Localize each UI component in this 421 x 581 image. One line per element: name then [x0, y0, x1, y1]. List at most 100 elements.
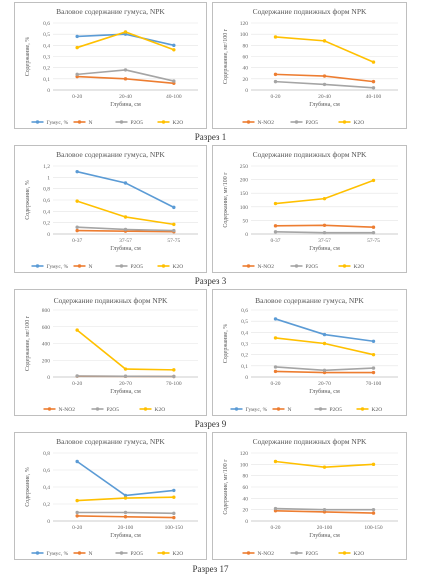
- y-tick-label: 0,3: [241, 342, 248, 348]
- data-point: [172, 205, 176, 210]
- x-tick-label: 100-150: [165, 525, 184, 531]
- data-point: [75, 374, 79, 378]
- data-point: [123, 374, 128, 378]
- data-point: [123, 30, 128, 34]
- x-axis-title: Глубина, см: [110, 388, 141, 395]
- chart-svg: 0 50 100 150 200 250 0-37 37-57 57-75 Глубина, см…: [223, 164, 398, 270]
- x-tick-label: 0-20: [270, 94, 280, 100]
- y-tick-label: 0,6: [43, 21, 50, 27]
- chart-title: Валовое содержание гумуса, NPK: [56, 437, 165, 446]
- legend-label: K2O: [372, 407, 383, 413]
- series-line: [76, 460, 174, 497]
- data-point: [123, 77, 128, 81]
- data-point: [273, 79, 278, 84]
- legend-label: N-NO2: [258, 120, 275, 126]
- legend-label: K2O: [354, 551, 365, 557]
- y-tick-label: 250: [240, 164, 249, 170]
- y-tick-label: 40: [243, 496, 249, 502]
- data-point: [75, 169, 79, 174]
- chart-panel-3: Валовое содержание гумуса, NPK 0 0,2 0,4 0,…: [14, 145, 207, 273]
- data-point: [75, 459, 79, 464]
- section-label-2: Разрез 3: [194, 276, 227, 286]
- x-tick-label: 0-37: [72, 238, 82, 244]
- y-tick-label: 0: [47, 519, 50, 525]
- y-tick-label: 0: [245, 375, 248, 381]
- data-point: [273, 201, 278, 206]
- legend-marker: [234, 407, 239, 411]
- x-tick-label: 20-70: [119, 381, 132, 387]
- legend-label: P2O5: [306, 264, 319, 270]
- chart-panel-1: Валовое содержание гумуса, NPK 0 0,1 0,2 0,…: [14, 2, 207, 129]
- legend-marker: [318, 407, 323, 411]
- data-point: [172, 228, 176, 233]
- chart-panel-5: Содержание подвижных форм NPK 0 200 400 600…: [14, 289, 207, 416]
- data-point: [123, 367, 128, 371]
- data-point: [371, 370, 376, 375]
- data-point: [322, 82, 327, 87]
- legend-label: P2O5: [330, 407, 343, 413]
- legend-marker: [360, 407, 365, 411]
- legend-label: K2O: [354, 120, 365, 126]
- data-point: [75, 199, 79, 203]
- legend-label: K2O: [354, 264, 365, 270]
- legend-marker: [35, 551, 40, 555]
- y-axis-title: Содержание, %: [25, 180, 31, 219]
- y-axis-title: Содержание, мг/100 г: [223, 28, 229, 84]
- data-point: [172, 515, 176, 520]
- section-label-3: Разрез 9: [194, 419, 227, 429]
- y-axis-title: Содержание, мг/100 г: [223, 172, 229, 228]
- chart-panel-2: Содержание подвижных форм NPK 0 20 40 60 80 1…: [212, 2, 407, 129]
- legend-marker: [342, 264, 347, 268]
- data-point: [123, 496, 128, 500]
- y-tick-label: 20: [243, 77, 249, 83]
- legend-label: N-NO2: [59, 407, 76, 413]
- y-tick-label: 0: [245, 88, 248, 94]
- legend-marker: [161, 551, 166, 555]
- data-point: [273, 230, 278, 234]
- y-tick-label: 0,4: [241, 330, 248, 336]
- chart-title: Содержание подвижных форм NPK: [53, 296, 168, 305]
- data-point: [172, 48, 176, 52]
- legend-marker: [161, 120, 166, 124]
- data-point: [172, 511, 176, 516]
- series-line: [275, 318, 374, 343]
- y-tick-label: 80: [243, 43, 249, 49]
- y-tick-label: 120: [240, 21, 249, 27]
- series-line: [76, 170, 175, 209]
- data-point: [273, 365, 278, 369]
- legend-label: K2O: [173, 551, 184, 557]
- legend-label: P2O5: [306, 551, 319, 557]
- chart-title: Валовое содержание гумуса, NPK: [56, 7, 165, 16]
- data-point: [371, 79, 376, 84]
- y-tick-label: 50: [243, 218, 249, 224]
- y-axis-title: Содержание, %: [25, 467, 31, 506]
- x-axis-title: Глубина, см: [110, 101, 141, 108]
- data-point: [322, 507, 327, 512]
- y-tick-label: 0: [47, 88, 50, 94]
- y-tick-label: 800: [42, 308, 51, 314]
- data-point: [371, 178, 376, 183]
- data-point: [123, 215, 128, 219]
- x-tick-label: 40-100: [166, 94, 182, 100]
- data-point: [172, 368, 176, 372]
- x-tick-label: 57-75: [367, 238, 380, 244]
- legend-marker: [119, 120, 124, 124]
- x-tick-label: 37-57: [318, 238, 331, 244]
- y-tick-label: 40: [243, 66, 249, 72]
- chart-svg: 0 0,1 0,2 0,3 0,4 0,5 0,6 0-20 20-40 40-100 Глубин…: [25, 21, 198, 126]
- x-axis-title: Глубина, см: [309, 101, 340, 108]
- legend-marker: [119, 551, 124, 555]
- x-tick-label: 37-57: [119, 238, 132, 244]
- y-tick-label: 0,2: [43, 221, 50, 227]
- legend-label: N: [89, 264, 93, 270]
- data-point: [273, 224, 278, 228]
- data-point: [123, 227, 128, 232]
- data-point: [123, 510, 128, 515]
- data-point: [371, 339, 376, 343]
- data-point: [75, 225, 79, 229]
- legend-marker: [47, 407, 52, 411]
- legend-marker: [35, 120, 40, 124]
- data-point: [123, 493, 128, 498]
- y-axis-title: Содержание, %: [25, 37, 31, 76]
- data-point: [273, 317, 278, 321]
